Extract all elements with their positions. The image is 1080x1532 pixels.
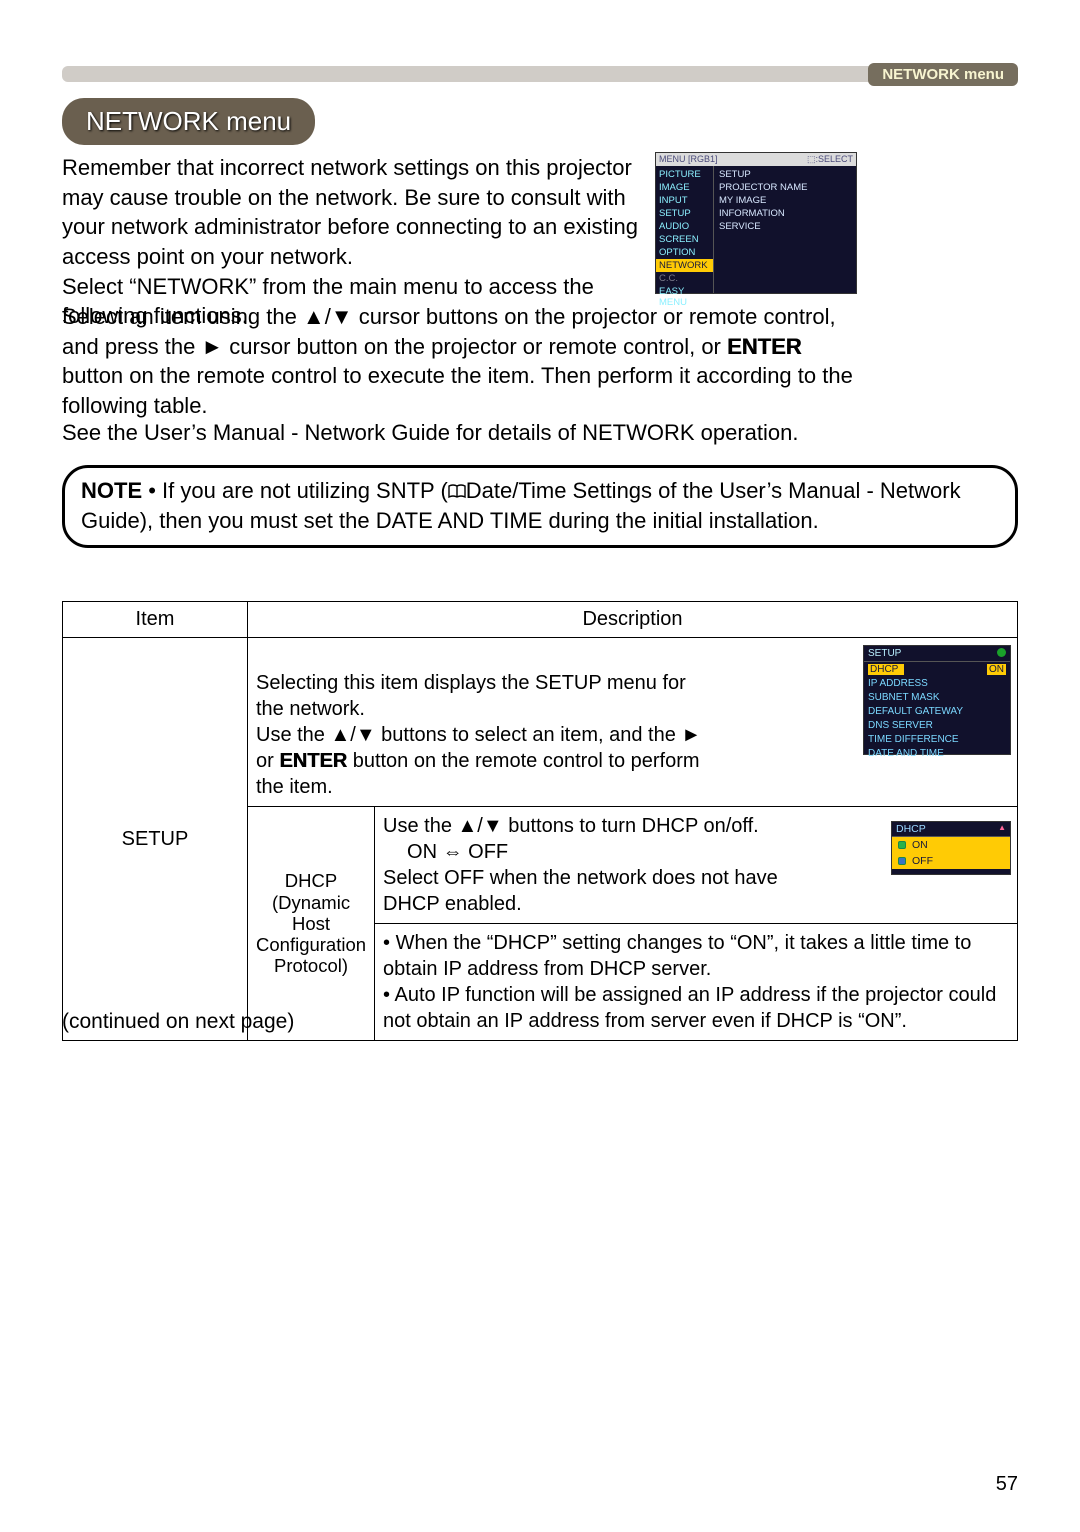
radio-dot-icon (898, 857, 906, 865)
osd-left-item-highlighted: NETWORK (656, 259, 713, 272)
triangle-icon: ▲ (998, 823, 1006, 835)
osd-left-item: PICTURE (656, 168, 713, 181)
osd-left-item: OPTION (656, 246, 713, 259)
osd-left-item: SCREEN (656, 233, 713, 246)
header-tag: NETWORK menu (868, 63, 1018, 86)
osd-setup-screenshot: SETUP DHCPON IP ADDRESS SUBNET MASK DEFA… (863, 645, 1011, 755)
osd-left-item: AUDIO (656, 220, 713, 233)
osd-main-title-right: ⬚:SELECT (807, 154, 853, 165)
page-title: NETWORK menu (62, 98, 315, 145)
osd-left-item: INPUT (656, 194, 713, 207)
osd-main-title-left: MENU [RGB1] (659, 154, 718, 165)
osd-right-item: SERVICE (714, 220, 856, 233)
setup-description: Selecting this item displays the SETUP m… (256, 644, 706, 800)
table-head-item: Item (63, 602, 248, 638)
osd-main-right-col: SETUP PROJECTOR NAME MY IMAGE INFORMATIO… (714, 166, 856, 293)
osd-left-item: C.C. (656, 272, 713, 285)
osd-right-item: PROJECTOR NAME (714, 181, 856, 194)
user-guide-ref: See the User’s Manual - Network Guide fo… (62, 418, 862, 448)
dhcp-notes: • When the “DHCP” setting changes to “ON… (383, 930, 1009, 1034)
setup-row-label: SETUP (63, 638, 248, 1041)
osd-right-item: MY IMAGE (714, 194, 856, 207)
enter-button-label: ENTER (727, 334, 802, 359)
note-box: NOTE • If you are not utilizing SNTP (Da… (62, 465, 1018, 548)
table-head-description: Description (248, 602, 1018, 638)
page-number: 57 (996, 1473, 1018, 1496)
manual-icon (448, 484, 466, 499)
status-circle-icon (997, 648, 1006, 657)
continued-text: (continued on next page) (62, 1010, 294, 1034)
osd-main-screenshot: MENU [RGB1] ⬚:SELECT PICTURE IMAGE INPUT… (655, 152, 857, 294)
osd-right-item: INFORMATION (714, 207, 856, 220)
dhcp-use-text: Use the ▲/▼ buttons to turn DHCP on/off.… (383, 813, 833, 917)
intro-paragraph-2: Select an item using the ▲/▼ cursor butt… (62, 302, 862, 421)
osd-right-item: SETUP (714, 168, 856, 181)
radio-dot-icon (898, 841, 906, 849)
settings-table: Item Description SETUP Selecting this it… (62, 601, 1018, 1041)
osd-main-left-col: PICTURE IMAGE INPUT SETUP AUDIO SCREEN O… (656, 166, 714, 293)
osd-dhcp-screenshot: DHCP▲ ON OFF (891, 821, 1011, 875)
osd-left-item: SETUP (656, 207, 713, 220)
note-label: NOTE (81, 478, 142, 503)
dhcp-row-label: DHCP (Dynamic Host Configuration Protoco… (248, 807, 375, 1041)
osd-left-item: IMAGE (656, 181, 713, 194)
